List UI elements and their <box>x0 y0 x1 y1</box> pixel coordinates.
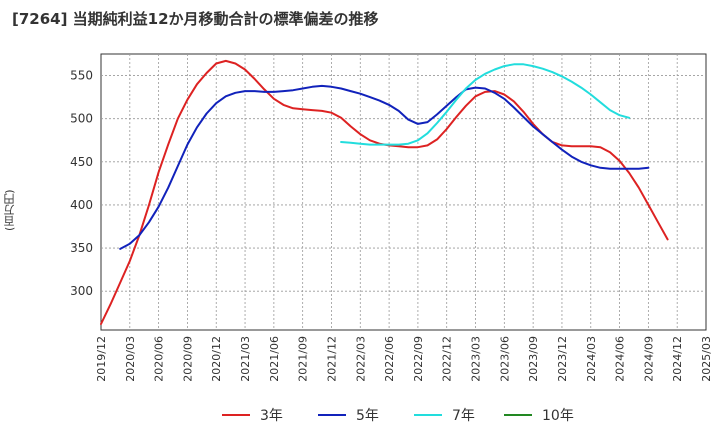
x-tick-label: 2022/12 <box>441 336 454 382</box>
x-tick-label: 2024/06 <box>614 336 627 382</box>
x-tick-label: 2023/09 <box>527 336 540 382</box>
x-tick-label: 2025/03 <box>700 336 713 382</box>
legend-label: 7年 <box>452 408 475 424</box>
y-tick-label: 450 <box>70 155 93 169</box>
legend-item-3y: 3年 <box>222 403 283 427</box>
y-tick-label: 500 <box>70 112 93 126</box>
legend-item-10y: 10年 <box>504 403 574 427</box>
x-tick-label: 2024/03 <box>585 336 598 382</box>
x-tick-label: 2022/03 <box>354 336 367 382</box>
y-tick-label: 300 <box>70 284 93 298</box>
x-tick-label: 2021/12 <box>325 336 338 382</box>
x-tick-label: 2023/12 <box>556 336 569 382</box>
x-tick-label: 2021/03 <box>239 336 252 382</box>
series-line-5年 <box>119 84 650 250</box>
x-tick-label: 2022/09 <box>412 336 425 382</box>
x-tick-label: 2020/12 <box>210 336 223 382</box>
x-tick-label: 2019/12 <box>95 336 108 382</box>
x-tick-label: 2021/09 <box>297 336 310 382</box>
y-tick-label: 350 <box>70 241 93 255</box>
chart-title: [7264] 当期純利益12か月移動合計の標準偏差の推移 <box>12 10 379 28</box>
x-tick-label: 2023/06 <box>498 336 511 382</box>
x-tick-label: 2024/09 <box>642 336 655 382</box>
plot-area <box>100 53 707 331</box>
x-tick-label: 2020/06 <box>153 336 166 382</box>
y-tick-label: 400 <box>70 198 93 212</box>
legend-label: 3年 <box>260 408 283 424</box>
x-tick-label: 2020/09 <box>181 336 194 382</box>
legend-swatch <box>504 414 532 416</box>
series-line-7年 <box>340 63 631 146</box>
x-tick-label: 2023/03 <box>470 336 483 382</box>
legend-item-7y: 7年 <box>414 403 475 427</box>
x-tick-label: 2020/03 <box>124 336 137 382</box>
legend-label: 10年 <box>542 408 574 424</box>
legend-swatch <box>318 414 346 416</box>
x-tick-label: 2022/06 <box>383 336 396 382</box>
legend: 3年 5年 7年 10年 <box>0 403 720 427</box>
x-tick-label: 2021/06 <box>268 336 281 382</box>
legend-label: 5年 <box>356 408 379 424</box>
legend-swatch <box>414 414 442 416</box>
x-tick-label: 2024/12 <box>671 336 684 382</box>
legend-swatch <box>222 414 250 416</box>
y-tick-label: 550 <box>70 69 93 83</box>
legend-item-5y: 5年 <box>318 403 379 427</box>
